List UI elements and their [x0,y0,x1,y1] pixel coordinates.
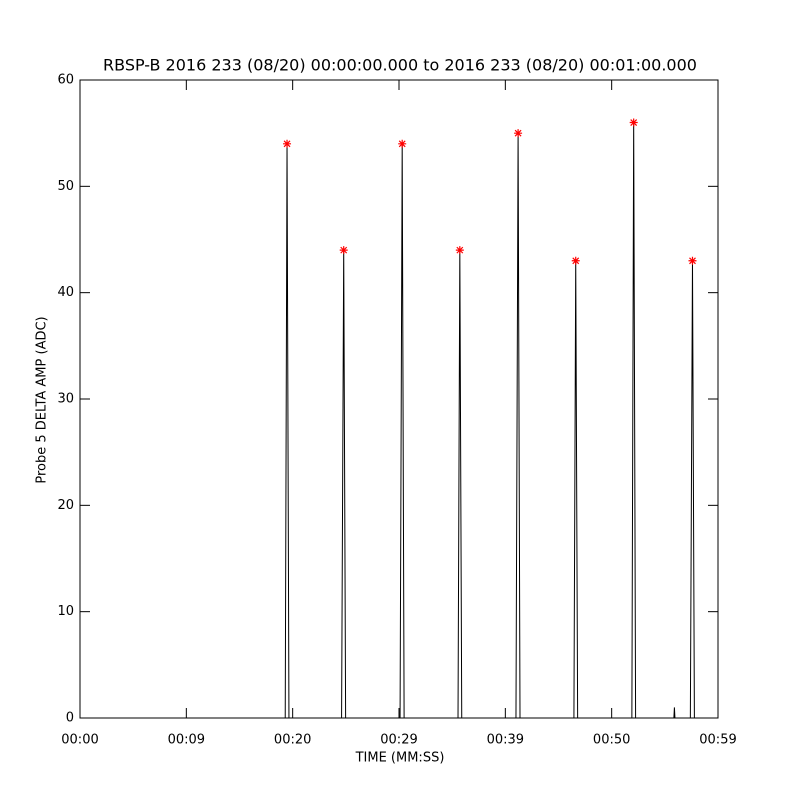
peak-marker [339,246,348,255]
peak-marker [455,246,464,255]
peak-marker [688,256,697,265]
y-tick-label: 10 [57,604,74,619]
x-tick-label: 00:39 [487,733,524,748]
x-tick-label: 00:59 [699,733,736,748]
peak-marker [514,129,523,138]
data-line [80,122,718,719]
x-tick-label: 00:29 [380,733,417,748]
x-tick-label: 00:50 [593,733,630,748]
y-tick-label: 60 [57,73,74,88]
y-tick-label: 40 [57,285,74,300]
x-tick-label: 00:00 [61,733,98,748]
peak-marker [398,139,407,148]
x-axis-label: TIME (MM:SS) [355,751,445,766]
plot-frame [79,79,719,719]
x-tick-label: 00:20 [274,733,311,748]
peak-marker [283,139,292,148]
y-tick-label: 0 [66,711,74,726]
peak-marker [629,118,638,127]
y-tick-label: 20 [57,498,74,513]
x-tick-label: 00:09 [168,733,205,748]
y-tick-label: 50 [57,179,74,194]
y-axis-label: Probe 5 DELTA AMP (ADC) [35,316,50,483]
chart-title: RBSP-B 2016 233 (08/20) 00:00:00.000 to … [103,56,697,75]
peak-marker [571,256,580,265]
y-tick-label: 30 [57,392,74,407]
